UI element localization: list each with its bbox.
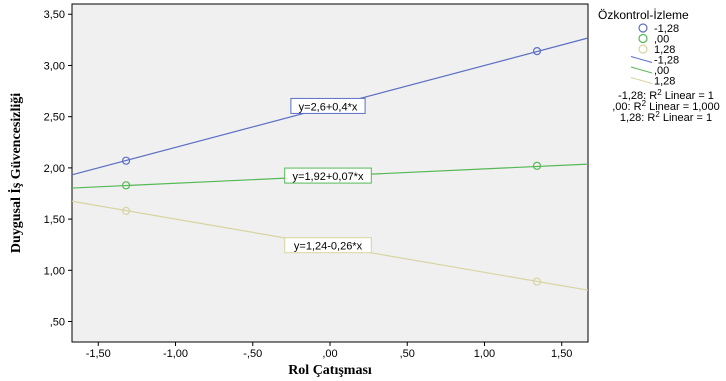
equation-label: y=2,6+0,4*x [299, 101, 358, 113]
legend-label: -1,28 [654, 55, 679, 67]
y-tick-label: 3,50 [44, 9, 65, 21]
y-axis-title: Duygusal İş Güvencesizliği [7, 93, 24, 253]
data-point [532, 47, 542, 56]
data-point [121, 181, 131, 190]
legend-title: Özkontrol-İzleme [598, 8, 689, 22]
legend-label: 1,28 [654, 44, 675, 56]
data-point [532, 277, 542, 286]
equation-box [290, 97, 366, 114]
legend-line [630, 66, 653, 74]
r2-note: ,00: R2 Linear = 1,000 [612, 99, 720, 113]
x-axis-title: Rol Çatışması [288, 363, 372, 378]
x-tick-label: 1,50 [551, 348, 572, 360]
legend: Özkontrol-İzleme -1,28,001,28-1,28,001,2… [598, 8, 720, 124]
equation-labels: y=2,6+0,4*x y=1,92+0,07*x y=1,24-0,26*x [284, 97, 372, 254]
legend-line [630, 56, 653, 63]
equation-box [284, 167, 372, 184]
y-tick-label: ,50 [50, 317, 65, 329]
x-tick-label: -,50 [243, 348, 262, 360]
equation-box [284, 237, 372, 254]
y-tick-label: 2,50 [44, 112, 65, 124]
y-tick-label: 1,00 [44, 265, 65, 277]
x-tick-label: 1,00 [474, 348, 495, 360]
legend-label: -1,28 [654, 23, 679, 35]
equation-label: y=1,24-0,26*x [294, 241, 363, 253]
axes: -1,50 -1,00 -,50 ,00 ,50 1,00 1,50 ,50 1,00 1,50 2… [44, 9, 573, 360]
legend-marker [638, 44, 648, 54]
y-tick-label: 1,50 [44, 214, 65, 226]
data-markers [121, 47, 542, 286]
y-tick-label: 2,00 [44, 163, 65, 175]
data-point [121, 156, 131, 165]
x-tick-label: ,50 [400, 348, 415, 360]
legend-label: ,00 [654, 34, 669, 46]
equation-label: y=1,92+0,07*x [293, 171, 364, 183]
legend-line [630, 77, 653, 84]
data-point [532, 161, 542, 170]
r2-note: -1,28: R2 Linear = 1 [618, 88, 714, 102]
y-tick-label: 3,00 [44, 60, 65, 72]
x-tick-label: -1,00 [163, 348, 188, 360]
legend-label: 1,28 [654, 76, 675, 88]
legend-marker [638, 33, 648, 44]
legend-label: ,00 [654, 65, 669, 77]
x-tick-label: -1,50 [86, 348, 111, 360]
x-tick-label: ,00 [322, 348, 337, 360]
r2-note: 1,28: R2 Linear = 1 [620, 110, 712, 124]
legend-marker [638, 23, 648, 33]
data-point [121, 206, 131, 215]
